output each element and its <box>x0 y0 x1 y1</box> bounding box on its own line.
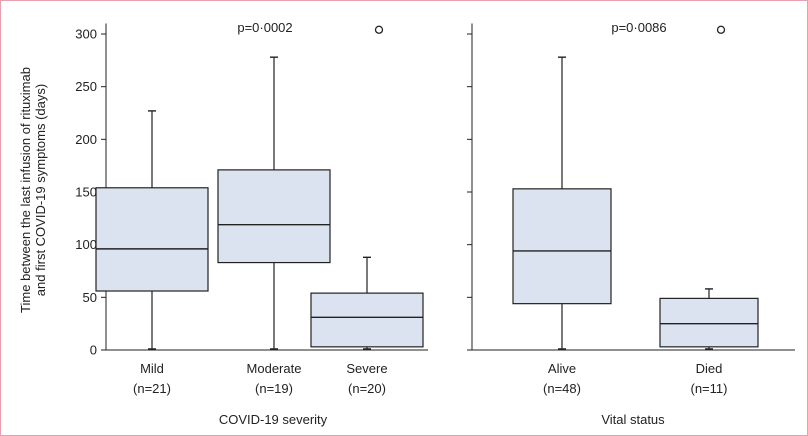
iqr-box <box>95 187 209 292</box>
category-label: Severe <box>346 361 387 376</box>
vital-status-panel: p=0·0086 Alive (n=48) Died (n=11) Vital statu… <box>467 20 795 427</box>
iqr-box <box>512 188 612 305</box>
y-tick-label: 100 <box>75 237 97 252</box>
box-mild <box>95 110 209 350</box>
severity-panel: 0 50 100 150 200 250 300 p=0·0002 Mild (n=21) Mode… <box>75 20 428 427</box>
category-n-label: (n=11) <box>691 381 728 396</box>
category-n-label: (n=20) <box>348 381 386 396</box>
iqr-box <box>310 292 424 348</box>
p-value-annotation: p=0·0002 <box>237 20 292 35</box>
category-n-label: (n=48) <box>543 381 581 396</box>
box-moderate <box>217 56 331 350</box>
x-axis-title: Vital status <box>601 412 665 427</box>
category-label: Alive <box>548 361 576 376</box>
category-n-label: (n=21) <box>133 381 171 396</box>
p-value-annotation: p=0·0086 <box>611 20 666 35</box>
iqr-box <box>217 169 331 264</box>
x-axis-title: COVID-19 severity <box>219 412 328 427</box>
category-label: Moderate <box>247 361 302 376</box>
iqr-box <box>659 297 759 348</box>
category-label: Died <box>696 361 723 376</box>
y-tick-label: 250 <box>75 79 97 94</box>
box-severe <box>310 25 424 350</box>
outlier-point <box>374 25 384 34</box>
category-n-label: (n=19) <box>255 381 293 396</box>
y-tick-label: 150 <box>75 185 97 200</box>
category-label: Mild <box>140 361 164 376</box>
outlier-point <box>716 25 726 34</box>
y-axis-title: Time between the last infusion of rituxi… <box>18 67 48 313</box>
y-tick-label: 200 <box>75 132 97 147</box>
box-died <box>659 25 759 350</box>
y-axis-title-line-2: and first COVID-19 symptoms (days) <box>33 84 48 296</box>
y-tick-label: 50 <box>83 290 97 305</box>
y-tick-label: 300 <box>75 27 97 42</box>
box-alive <box>512 56 612 350</box>
y-axis-title-line-1: Time between the last infusion of rituxi… <box>18 67 33 313</box>
y-tick-label: 0 <box>90 343 97 358</box>
